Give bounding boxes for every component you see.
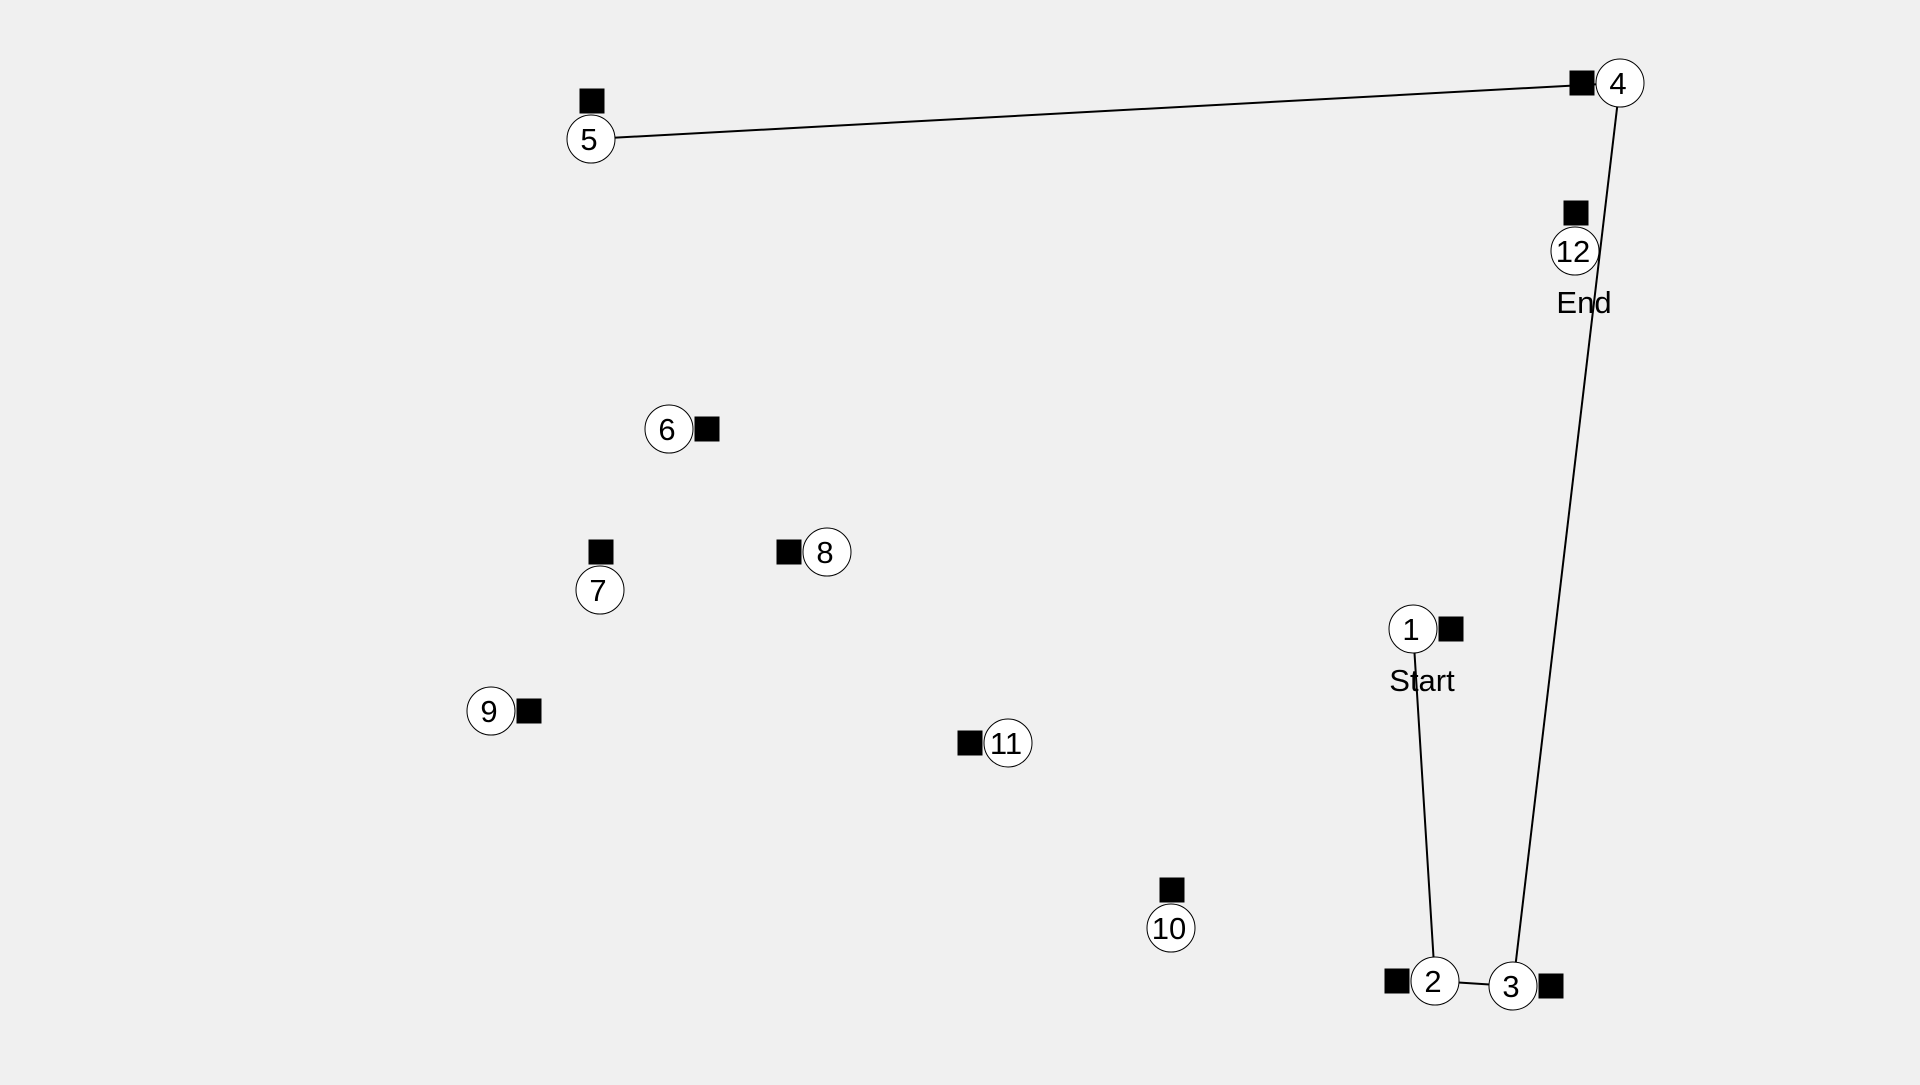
path-segment-4-5	[590, 82, 1621, 140]
path-lines	[590, 82, 1621, 987]
node-marker-10	[1159, 877, 1185, 903]
node-2[interactable]: 2	[1410, 956, 1460, 1006]
node-4[interactable]: 4	[1595, 58, 1645, 108]
node-marker-5	[579, 88, 605, 114]
node-circle[interactable]	[1410, 956, 1460, 1006]
node-marker-6	[694, 416, 720, 442]
node-label: 3	[1502, 969, 1519, 1004]
node-label: 8	[816, 535, 833, 570]
node-9[interactable]: 9	[466, 686, 516, 736]
end-label: End	[1556, 285, 1611, 320]
node-marker-1	[1438, 616, 1464, 642]
node-label: 7	[589, 573, 606, 608]
node-label: 1	[1402, 612, 1419, 647]
node-circle[interactable]	[1388, 604, 1438, 654]
node-8[interactable]: 8	[802, 527, 852, 577]
node-marker-4	[1569, 70, 1595, 96]
node-circle[interactable]	[566, 114, 616, 164]
node-label: 4	[1609, 66, 1626, 101]
node-label: 9	[480, 694, 497, 729]
node-marker-11	[957, 730, 983, 756]
node-circle[interactable]	[1595, 58, 1645, 108]
node-label: 12	[1556, 234, 1590, 269]
node-circle[interactable]	[1550, 226, 1600, 276]
node-label: 5	[580, 122, 597, 157]
start-label: Start	[1389, 663, 1455, 698]
node-circle[interactable]	[466, 686, 516, 736]
node-12[interactable]: 12	[1550, 226, 1600, 276]
path-segment-3-4	[1512, 82, 1621, 987]
node-tags: Start End	[1389, 285, 1611, 698]
node-markers	[516, 70, 1595, 999]
path-segment-1-2	[1412, 628, 1436, 982]
node-7[interactable]: 7	[575, 565, 625, 615]
node-1[interactable]: 1	[1388, 604, 1438, 654]
node-3[interactable]: 3	[1488, 961, 1538, 1011]
node-circle[interactable]	[983, 718, 1033, 768]
node-circle[interactable]	[802, 527, 852, 577]
node-5[interactable]: 5	[566, 114, 616, 164]
node-11[interactable]: 11	[983, 718, 1033, 768]
node-label: 2	[1424, 964, 1441, 999]
node-marker-7	[588, 539, 614, 565]
node-marker-9	[516, 698, 542, 724]
node-label: 11	[990, 726, 1022, 761]
node-marker-8	[776, 539, 802, 565]
node-marker-3	[1538, 973, 1564, 999]
node-marker-2	[1384, 968, 1410, 994]
node-10[interactable]: 10	[1146, 903, 1196, 953]
node-marker-12	[1563, 200, 1589, 226]
node-circle[interactable]	[1488, 961, 1538, 1011]
node-circle[interactable]	[1146, 903, 1196, 953]
node-label: 6	[658, 412, 675, 447]
node-circle[interactable]	[644, 404, 694, 454]
node-label: 10	[1152, 911, 1186, 946]
node-circle[interactable]	[575, 565, 625, 615]
node-6[interactable]: 6	[644, 404, 694, 454]
